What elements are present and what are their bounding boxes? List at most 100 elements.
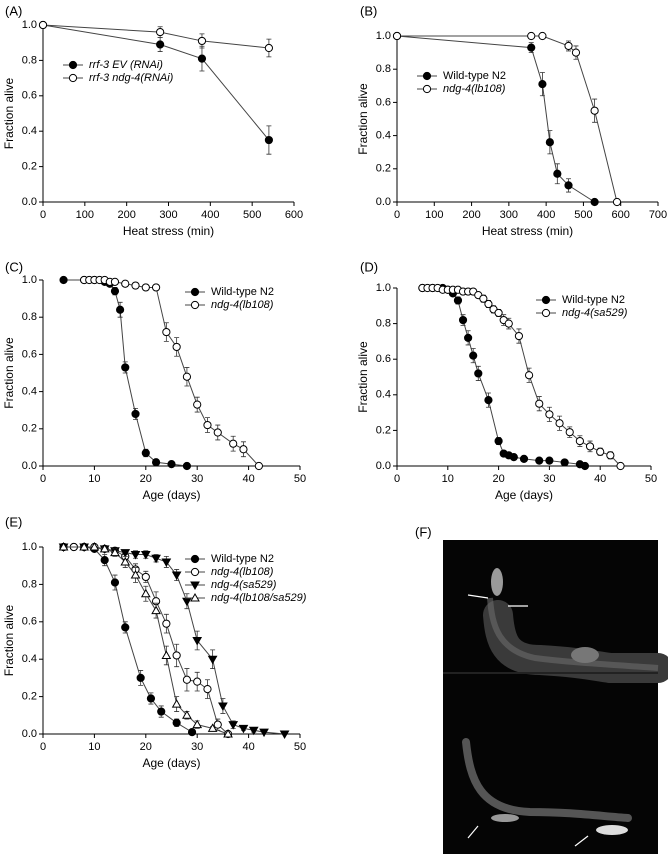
legend-marker [190, 287, 200, 297]
marker [121, 363, 130, 372]
marker [110, 287, 120, 296]
y-tick-label: 0.4 [22, 125, 37, 137]
marker [89, 541, 100, 551]
x-tick-label: 40 [594, 473, 606, 485]
marker [484, 396, 493, 405]
marker [571, 48, 581, 57]
marker [218, 702, 228, 711]
marker [79, 541, 89, 551]
x-tick-label: 0 [394, 209, 400, 221]
marker [239, 445, 248, 454]
y-tick-label: 0.6 [22, 90, 37, 102]
y-axis-title: Fraction alive [356, 341, 370, 413]
legend-label: ndg-4(lb108/sa529) [211, 592, 307, 604]
x-tick-label: 400 [201, 209, 219, 221]
marker [120, 549, 131, 558]
x-axis-title: Heat stress (min) [482, 224, 573, 238]
legend-label: Wild-type N2 [211, 553, 274, 565]
marker [156, 40, 165, 49]
marker [131, 281, 140, 290]
legend-label: ndg-4(sa529) [562, 307, 628, 319]
marker [248, 726, 259, 736]
marker [535, 399, 544, 408]
marker [565, 428, 574, 437]
worm-body-2 [462, 738, 632, 822]
y-tick-label: 0.0 [22, 196, 37, 208]
marker [616, 461, 625, 471]
x-tick-label: 0 [40, 209, 46, 221]
legend-marker [68, 60, 78, 70]
series-line [397, 35, 618, 203]
image-background [443, 540, 658, 854]
marker [151, 605, 161, 615]
marker [538, 80, 547, 89]
legend-label: Wild-type N2 [443, 70, 506, 82]
x-tick-label: 0 [394, 473, 400, 485]
marker [187, 728, 197, 737]
marker [146, 694, 156, 703]
y-tick-label: 0.4 [376, 130, 391, 142]
marker [197, 54, 207, 63]
marker [484, 299, 493, 309]
y-tick-label: 0.6 [22, 348, 37, 360]
arrow [467, 825, 479, 839]
marker [182, 710, 192, 719]
worm-outline [487, 597, 659, 671]
x-tick-label: 0 [40, 741, 46, 753]
panel-label: (E) [5, 514, 22, 529]
marker [141, 448, 150, 458]
marker [612, 197, 622, 207]
y-tick-label: 1.0 [22, 19, 37, 31]
series-line [42, 24, 269, 49]
marker [494, 308, 503, 318]
y-axis-title: Fraction alive [2, 605, 16, 677]
y-tick-label: 0.0 [376, 460, 391, 472]
marker [141, 283, 150, 292]
x-tick-label: 30 [191, 473, 203, 485]
marker [140, 550, 151, 560]
x-tick-label: 20 [140, 741, 152, 753]
x-tick-label: 20 [492, 473, 504, 485]
x-tick-label: 50 [645, 473, 657, 485]
arrow [574, 835, 589, 847]
marker [527, 43, 536, 52]
panel-label: (F) [415, 524, 432, 539]
marker [279, 730, 290, 740]
series-line [63, 546, 193, 733]
marker [193, 677, 202, 686]
marker [58, 541, 69, 551]
x-tick-label: 30 [191, 741, 203, 753]
marker [527, 31, 536, 41]
marker [504, 319, 513, 328]
marker [213, 720, 222, 729]
marker [229, 439, 238, 448]
marker [156, 27, 165, 37]
y-tick-label: 0.8 [376, 63, 391, 75]
marker [254, 461, 263, 471]
marker [38, 20, 48, 30]
y-tick-label: 0.6 [376, 353, 391, 365]
marker [192, 637, 203, 646]
x-tick-label: 400 [537, 209, 555, 221]
marker [157, 707, 166, 716]
series-line [396, 35, 595, 203]
marker [560, 458, 569, 467]
arrow [467, 594, 489, 599]
marker [590, 106, 599, 115]
marker [535, 456, 544, 465]
marker [207, 723, 218, 732]
y-tick-label: 0.8 [22, 311, 37, 323]
panel-label: (D) [360, 259, 378, 274]
marker [172, 651, 181, 660]
legend-marker [190, 581, 200, 591]
marker [110, 277, 120, 286]
y-tick-label: 0.2 [22, 423, 37, 435]
marker [59, 275, 68, 285]
marker [192, 719, 203, 729]
marker [100, 555, 109, 565]
legend-marker [422, 71, 432, 81]
marker [524, 371, 534, 380]
marker [131, 409, 140, 419]
x-tick-label: 100 [76, 209, 94, 221]
